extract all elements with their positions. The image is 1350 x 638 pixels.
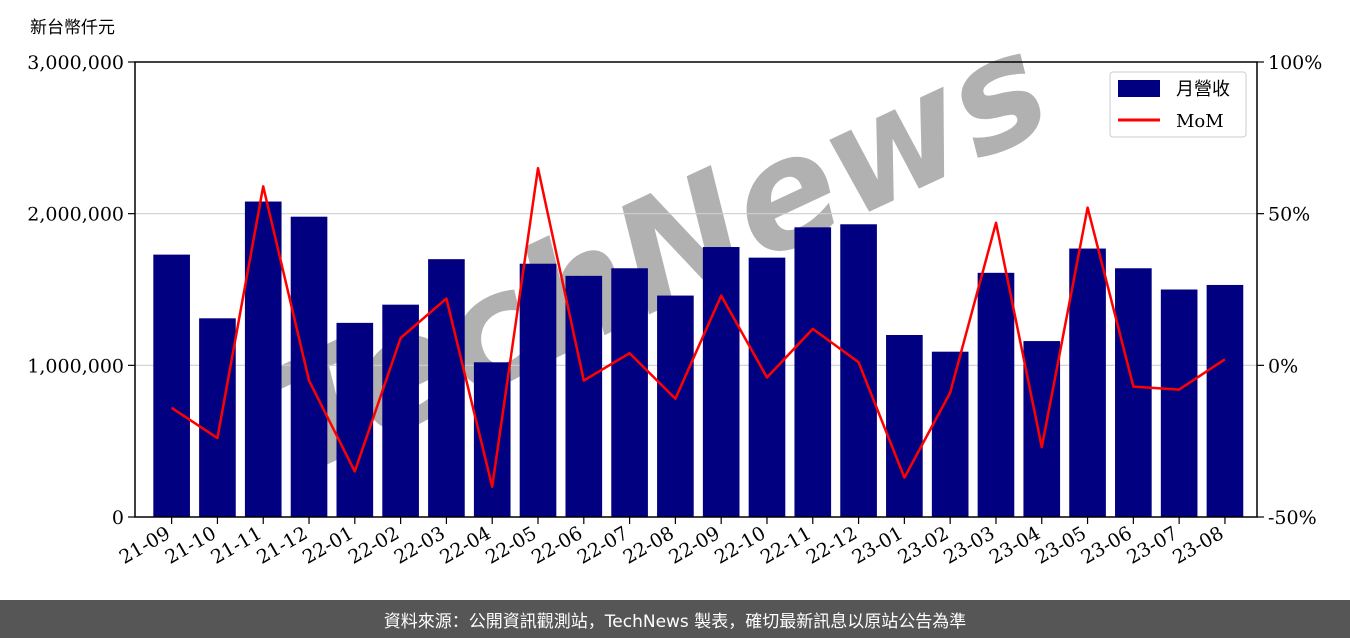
revenue-bar [1160, 289, 1198, 517]
x-tick-label: 22-07 [574, 522, 632, 568]
x-tick-label: 23-04 [986, 522, 1044, 568]
x-tick-label: 21-11 [207, 522, 265, 568]
revenue-bar [794, 227, 832, 518]
x-tick-label: 23-02 [894, 522, 952, 568]
y-unit-label: 新台幣仟元 [30, 18, 115, 38]
legend: 月營收 MoM [1109, 71, 1247, 138]
revenue-bar [336, 322, 374, 517]
x-tick-label: 23-08 [1169, 522, 1227, 568]
revenue-bar [657, 295, 694, 517]
revenue-bar [519, 263, 557, 517]
revenue-bar [977, 272, 1015, 517]
revenue-bar [153, 254, 190, 517]
y-right-tick-label: 100% [1268, 52, 1322, 74]
revenue-bar [840, 224, 877, 518]
legend-bar-swatch [1118, 80, 1160, 97]
x-tick-label: 22-09 [665, 522, 723, 568]
x-tick-label: 22-06 [528, 522, 586, 568]
revenue-bar [1115, 268, 1152, 517]
revenue-bar [1069, 248, 1106, 518]
revenue-bar [611, 268, 648, 517]
x-tick-label: 22-01 [299, 522, 357, 568]
legend-bar-label: 月營收 [1176, 79, 1230, 100]
mom-line [170, 166, 1226, 488]
x-tick-label: 22-04 [436, 522, 494, 568]
x-tick-label: 22-12 [803, 522, 861, 568]
y-left-tick-label: 2,000,000 [27, 204, 124, 226]
y-left-tick-label: 3,000,000 [27, 52, 124, 74]
x-tick-label: 22-11 [757, 522, 815, 568]
x-tick-label: 22-10 [711, 522, 769, 568]
revenue-bar [702, 247, 740, 518]
plot-frame [134, 61, 1258, 518]
revenue-bar [748, 257, 786, 517]
revenue-bar [244, 201, 282, 518]
mom-line-layer [170, 166, 1226, 488]
revenue-bar [565, 275, 603, 517]
y-right-tick-label: 50% [1268, 204, 1310, 226]
x-tick-label: 22-05 [482, 522, 540, 568]
x-tick-label: 22-08 [619, 522, 677, 568]
x-tick-label: 23-01 [848, 522, 906, 568]
x-tick-label: 21-09 [116, 522, 174, 568]
x-tick-label: 21-10 [161, 522, 219, 568]
revenue-bar [1023, 341, 1061, 517]
x-tick-label: 21-12 [253, 522, 311, 568]
source-footer: 資料來源：公開資訊觀測站，TechNews 製表，確切最新訊息以原站公告為準 [0, 600, 1350, 638]
y-right-tick-label: 0% [1268, 355, 1298, 377]
x-tick-label: 23-07 [1123, 522, 1181, 568]
y-left-tick-label: 0 [112, 507, 124, 529]
x-tick-label: 22-02 [345, 522, 403, 568]
revenue-bar [473, 362, 511, 517]
x-tick-label: 23-03 [940, 522, 998, 568]
y-left-tick-label: 1,000,000 [27, 355, 124, 377]
revenue-bar [290, 216, 328, 517]
y-right-tick-label: -50% [1268, 507, 1317, 529]
x-tick-label: 23-05 [1032, 522, 1090, 568]
x-tick-label: 22-03 [390, 522, 448, 568]
revenue-bar [931, 351, 969, 517]
x-tick-label: 23-06 [1077, 522, 1135, 568]
chart: TechNews 新台幣仟元 01,000,0002,000,0003,000,… [27, 0, 1322, 569]
revenue-bar [199, 318, 236, 517]
legend-line-label: MoM [1176, 111, 1224, 132]
revenue-bar [886, 335, 923, 517]
revenue-bar [1206, 284, 1244, 517]
